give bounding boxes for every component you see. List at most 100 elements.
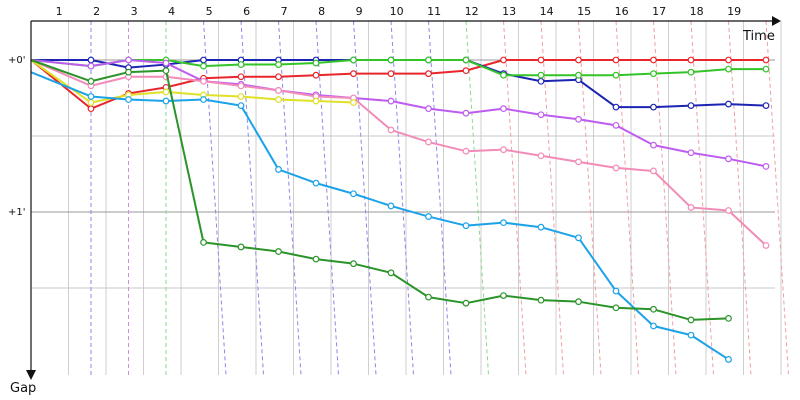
series-1-point [687, 56, 695, 64]
lap-tick-label: 10 [390, 5, 404, 18]
series-2-point [87, 56, 95, 64]
series-2-point [687, 102, 695, 109]
pit-marker-line [690, 20, 714, 376]
series-8-point [275, 248, 282, 255]
pit-marker-line [465, 20, 489, 376]
pit-marker-line [240, 20, 264, 376]
series-4-point [612, 121, 620, 129]
pit-marker-line [765, 20, 789, 376]
grid [31, 21, 782, 375]
series-7-point [612, 287, 620, 295]
series-4-point [125, 56, 132, 64]
series-3-point [275, 61, 282, 68]
series-5-point [275, 86, 282, 94]
series-1-point [275, 73, 282, 81]
lap-tick-label: 13 [502, 5, 516, 18]
lap-tick-label: 6 [243, 5, 250, 18]
lap-tick-label: 12 [465, 5, 479, 18]
series-3-point [725, 65, 732, 73]
pit-marker-line [503, 20, 527, 376]
series-8-point [650, 305, 657, 313]
lap-tick-label: 8 [318, 5, 325, 18]
pit-marker-line [390, 20, 414, 376]
series-3-point [387, 56, 395, 64]
series-8-point [537, 296, 545, 304]
series-2-point [762, 102, 770, 109]
lap-tick-label: 15 [577, 5, 591, 18]
lap-tick-label: 9 [356, 5, 363, 18]
series-7-point [425, 213, 432, 220]
series-5-point [650, 167, 657, 175]
series-5-point [462, 147, 470, 155]
series-lines [30, 56, 770, 363]
series-7-point [687, 331, 695, 339]
lap-tick-label: 17 [652, 5, 666, 18]
pit-marker-line [578, 20, 602, 376]
series-1-point [612, 56, 620, 64]
series-6-point [87, 99, 95, 106]
series-line-1 [30, 59, 766, 110]
y-axis-title: Gap [10, 381, 36, 396]
series-8-point [725, 315, 732, 322]
lap-tick-label: 14 [540, 5, 554, 18]
pit-marker-line [315, 20, 339, 376]
series-1-point [575, 56, 582, 64]
series-7-point [200, 96, 207, 103]
series-8-point [125, 68, 132, 76]
series-8-point [612, 304, 620, 312]
series-5-point [537, 152, 545, 160]
lap-tick-label: 4 [168, 5, 175, 18]
series-2-point [537, 77, 545, 85]
series-4-point [462, 109, 470, 117]
series-6-point [237, 93, 245, 100]
lap-tick-label: 11 [427, 5, 441, 18]
series-2-point [200, 56, 207, 64]
series-4-point [425, 105, 432, 113]
x-axis-arrow-icon [772, 16, 781, 26]
series-7-point [650, 322, 657, 330]
series-4-point [387, 97, 395, 105]
series-8-point [200, 238, 207, 246]
series-5-point [387, 126, 395, 134]
series-4-point [537, 111, 545, 119]
pit-marker-line [540, 20, 564, 376]
lap-tick-label: 2 [93, 5, 100, 18]
series-1-point [387, 70, 395, 78]
series-7-point [500, 219, 507, 227]
pit-marker-line [653, 20, 677, 376]
series-8-point [462, 299, 470, 307]
series-8-point [350, 260, 357, 268]
series-6-point [275, 96, 282, 103]
series-8-point [425, 293, 432, 301]
series-7-point [275, 166, 282, 173]
series-1-point [537, 56, 545, 64]
series-3-point [312, 59, 320, 67]
lap-tick-label: 19 [727, 5, 741, 18]
series-5-point [200, 77, 207, 85]
series-6-point [162, 88, 170, 96]
pit-marker-line [615, 20, 639, 376]
series-5-point [500, 146, 507, 154]
series-4-point [725, 155, 732, 163]
series-3-point [575, 71, 582, 79]
series-8-point [687, 316, 695, 324]
series-5-point [612, 164, 620, 172]
pit-marker-line [203, 20, 227, 376]
series-4-point [575, 115, 582, 123]
series-1-point [312, 71, 320, 79]
pit-marker-line [428, 20, 452, 376]
lap-tick-label: 18 [690, 5, 704, 18]
series-line-7 [30, 71, 730, 361]
series-1-point [500, 56, 507, 64]
series-1-point [350, 70, 357, 78]
series-line-3 [30, 59, 766, 77]
series-6-point [312, 97, 320, 105]
series-7-point [350, 190, 357, 198]
series-3-point [537, 71, 545, 79]
series-3-point [350, 56, 357, 64]
series-7-point [87, 93, 95, 100]
series-3-point [200, 62, 207, 70]
series-5-point [687, 204, 695, 211]
series-line-4 [30, 59, 767, 168]
series-3-point [762, 65, 770, 73]
